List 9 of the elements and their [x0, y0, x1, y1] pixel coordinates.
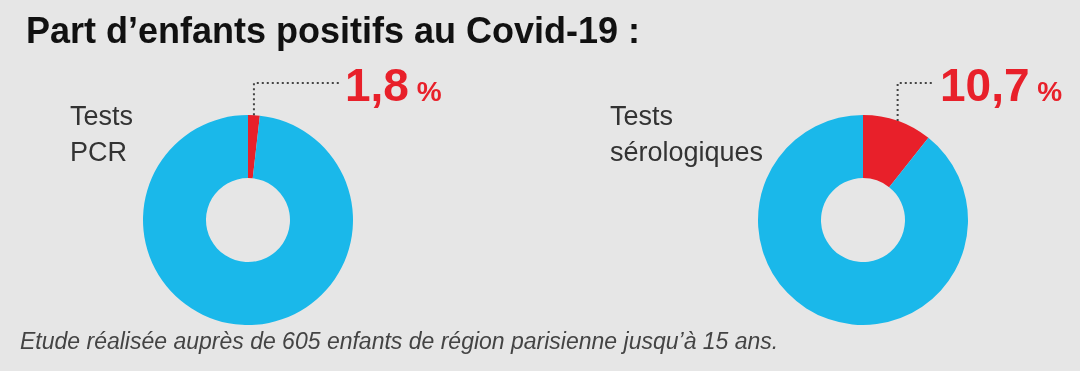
chart-title: Part d’enfants positifs au Covid-19 : [26, 10, 641, 52]
data-label: 1,8 % [344, 59, 442, 111]
donut-slice [863, 115, 929, 188]
data-label: 10,7 % [940, 59, 1063, 111]
text: Tests PCR [70, 100, 135, 169]
donut-slice [248, 115, 260, 179]
donut-slice [143, 115, 353, 325]
text: Tests sérologiques [610, 100, 764, 169]
text: Etude réalisée auprès de 605 enfants de région parisienne jusqu’à 15 ans. [20, 328, 779, 355]
